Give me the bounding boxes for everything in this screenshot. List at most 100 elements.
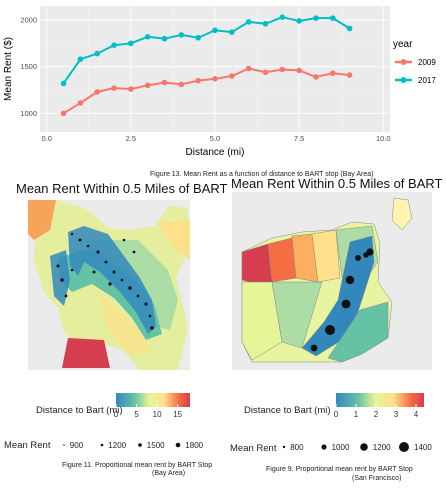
- data-point-2009: [144, 82, 151, 89]
- data-point-2017: [178, 32, 185, 38]
- data-point-2017: [212, 27, 218, 34]
- map-region-south: [98, 292, 152, 356]
- x-tick-label: 10.0: [376, 134, 391, 143]
- series-line-2017: [62, 16, 351, 85]
- bart-stop-marker: [310, 344, 318, 352]
- data-point-2017: [279, 14, 286, 20]
- bart-stop-marker: [86, 244, 90, 248]
- size-legend-dot: [360, 443, 368, 451]
- x-tick-label: 7.5: [294, 134, 304, 143]
- bart-stop-marker: [96, 250, 100, 254]
- sf-bart-corridor: [301, 235, 375, 357]
- data-point-2009: [111, 85, 117, 91]
- data-point-2009: [60, 110, 67, 117]
- bart-stop-marker: [325, 325, 335, 335]
- bay-size-legend: 900 1200 1500 1800: [63, 441, 204, 450]
- x-axis-label: Distance (mi): [186, 147, 245, 158]
- bart-stop-marker: [132, 250, 136, 254]
- colorbar-tick-label: 0: [114, 410, 119, 419]
- sf-region-4: [311, 229, 341, 283]
- sf-colorbar: 0 1 2 3 4: [334, 393, 424, 419]
- data-point-2017: [262, 20, 269, 27]
- data-point-2017: [329, 15, 336, 21]
- data-point-2017: [313, 15, 319, 21]
- colorbar-tick-label: 0: [334, 410, 339, 419]
- data-point-2009: [279, 66, 286, 73]
- y-tick-label: 2000: [20, 16, 37, 25]
- y-tick-label: 1000: [20, 109, 37, 118]
- colorbar-tick-label: 5: [134, 410, 139, 419]
- bart-stop-marker: [144, 302, 148, 306]
- map-bart-corridor: [68, 226, 156, 334]
- data-point-2009: [346, 72, 353, 78]
- bay-size-legend-label: Mean Rent: [4, 440, 51, 451]
- figure-13-caption: Figure 13. Mean Rent as a function of di…: [150, 171, 374, 178]
- data-point-2009: [128, 86, 134, 92]
- data-point-2017: [60, 80, 67, 87]
- map-region-southwest: [62, 338, 110, 368]
- bart-stop-markers: [310, 248, 374, 352]
- sf-colorbar-ticks: 0 1 2 3 4: [334, 404, 419, 419]
- line-chart: 0.0 2.5 5.0 7.5 10.0 1000 1500 2000 Distance (m…: [3, 6, 436, 158]
- data-point-2017: [161, 35, 168, 42]
- data-point-2009: [161, 79, 168, 86]
- bart-stop-marker: [128, 286, 132, 290]
- data-point-2009: [178, 81, 185, 88]
- bart-stop-markers: [56, 232, 154, 330]
- sf-region-2: [267, 237, 297, 283]
- figure-9-caption-line1: Figure 9. Proportional mean rent by BART…: [266, 466, 413, 473]
- data-point-2009: [313, 74, 319, 80]
- size-legend-value: 1000: [332, 443, 350, 452]
- bart-stop-marker: [150, 326, 154, 330]
- colorbar-tick-label: 1: [354, 410, 359, 419]
- legend-label-2009: 2009: [418, 58, 436, 67]
- bart-stop-marker: [92, 270, 96, 274]
- size-legend-dot: [399, 442, 409, 452]
- sf-southwest: [241, 281, 283, 361]
- map-region-east: [156, 220, 190, 260]
- sf-map-title: Mean Rent Within 0.5 Miles of BART: [231, 176, 443, 191]
- bart-stop-marker: [104, 260, 108, 264]
- x-tick-label: 2.5: [126, 134, 136, 143]
- data-point-2017: [229, 29, 235, 35]
- sf-size-legend-label: Mean Rent: [230, 443, 277, 454]
- size-legend-value: 1800: [185, 441, 203, 450]
- bart-stop-marker: [112, 270, 116, 274]
- bart-stop-marker: [60, 278, 64, 282]
- legend: 2009 2017: [395, 58, 436, 85]
- size-legend-value: 1200: [108, 441, 126, 450]
- data-point-2009: [195, 77, 201, 84]
- legend-marker-2009: [400, 59, 407, 65]
- data-point-2017: [77, 56, 84, 62]
- map-region-near: [58, 248, 162, 340]
- bart-stop-marker: [148, 314, 152, 318]
- size-legend-value: 1500: [147, 441, 165, 450]
- colorbar-tick-label: 4: [414, 410, 419, 419]
- bart-stop-marker: [122, 238, 126, 242]
- bay-area-map: [28, 200, 190, 370]
- data-point-2009: [212, 76, 218, 82]
- size-legend-value: 1400: [414, 443, 432, 452]
- data-point-2009: [77, 100, 84, 106]
- treasure-island: [391, 197, 413, 231]
- bart-stop-marker: [120, 278, 124, 282]
- colorbar-tick-label: 10: [153, 410, 162, 419]
- size-legend-dot: [63, 444, 65, 446]
- bart-stop-marker: [56, 264, 60, 268]
- bay-size-legend-items: 900 1200 1500 1800: [63, 441, 204, 450]
- y-axis-label: Mean Rent ($): [3, 37, 14, 101]
- sf-colorbar-gradient: [336, 393, 424, 407]
- bart-stop-marker: [355, 255, 361, 261]
- data-point-2017: [245, 19, 252, 25]
- series-line-2009: [63, 67, 350, 115]
- size-legend-value: 800: [290, 443, 304, 452]
- legend-title: year: [393, 39, 413, 50]
- figure-11-caption-line2: (Bay Area): [152, 470, 186, 477]
- data-point-2017: [195, 34, 201, 41]
- grid: [40, 6, 390, 132]
- data-point-2009: [94, 89, 101, 95]
- data-point-2017: [346, 25, 353, 32]
- colorbar-tick-label: 3: [394, 410, 399, 419]
- map-sf-corridor: [50, 250, 70, 306]
- x-tick-label: 0.0: [42, 134, 52, 143]
